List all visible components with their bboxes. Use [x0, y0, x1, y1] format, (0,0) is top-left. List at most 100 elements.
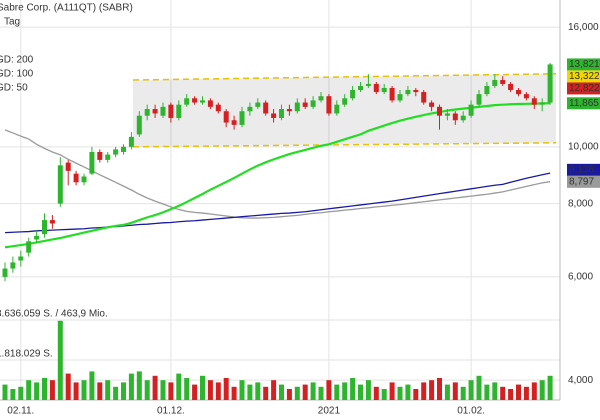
volume-bar — [152, 375, 158, 400]
chart-subtitle: Tag — [4, 17, 20, 28]
candle-body — [73, 173, 79, 183]
volume-bar — [444, 384, 450, 400]
candle-body — [531, 98, 537, 105]
candle-body — [81, 176, 87, 183]
candle-body — [397, 94, 403, 101]
candle-body — [468, 104, 474, 116]
price-label: 8,797 — [569, 176, 594, 187]
candle-body — [500, 80, 506, 84]
x-tick-label: 01.02. — [457, 406, 485, 417]
volume-bar — [516, 384, 521, 400]
candle-body — [192, 98, 198, 103]
volume-bar — [255, 382, 261, 400]
candle-body — [279, 109, 284, 118]
volume-bar — [429, 380, 435, 400]
x-tick-label: 2021 — [318, 406, 341, 417]
y-tick-label: 8,000 — [568, 198, 593, 209]
volume-bar — [358, 384, 363, 400]
volume-bar — [405, 384, 411, 400]
volume-bar — [271, 380, 277, 400]
volume-bar — [168, 382, 174, 400]
volume-bar — [144, 380, 150, 400]
candle-body — [255, 102, 261, 107]
price-label: 13,821 — [569, 59, 600, 70]
volume-bar — [421, 382, 427, 400]
volume-bar — [531, 382, 537, 400]
volume-bar — [350, 377, 356, 400]
price-label: 12,822 — [569, 83, 600, 94]
volume-tick-label: 3.636.059 S. / 463,9 Mio. — [0, 309, 108, 320]
volume-bar — [279, 384, 284, 400]
volume-bar — [57, 320, 63, 400]
volume-bar — [200, 375, 205, 400]
candle-body — [271, 113, 277, 118]
volume-bar — [105, 380, 111, 400]
candle-body — [484, 85, 490, 95]
price-label: 11,865 — [569, 98, 599, 109]
volume-bar — [476, 375, 482, 400]
candle-body — [523, 94, 529, 99]
volume-bar — [34, 382, 40, 400]
moving-average-line — [4, 172, 551, 234]
volume-bar — [547, 375, 553, 400]
candle-body — [452, 113, 458, 121]
volume-bar — [460, 386, 466, 400]
volume-bar — [49, 380, 55, 400]
volume-bar — [73, 382, 79, 400]
volume-bar — [468, 380, 474, 400]
candle-body — [26, 241, 32, 253]
volume-bar — [121, 382, 126, 400]
price-label: 9,136 — [569, 164, 594, 175]
volume-bar — [113, 386, 119, 400]
candle-body — [160, 106, 166, 116]
volume-bar — [136, 371, 142, 400]
candle-body — [223, 111, 229, 123]
volume-bar — [176, 373, 182, 400]
candle-body — [2, 268, 8, 277]
legend-entry: GD: 200 — [0, 55, 34, 66]
candle-body — [389, 87, 395, 101]
chart-title: Sabre Corp. (A111QT) (SABR) — [0, 3, 133, 14]
price-label-box — [567, 163, 600, 176]
candle-body — [34, 235, 40, 240]
volume-bar — [18, 386, 24, 400]
volume-bar — [65, 373, 71, 400]
moving-average-line — [4, 102, 551, 249]
moving-average-line — [4, 129, 551, 219]
volume-bar — [373, 386, 379, 400]
candle-body — [231, 120, 237, 125]
candle-body — [18, 256, 24, 261]
candle-body — [294, 102, 300, 112]
candle-body — [358, 85, 363, 91]
candle-body — [492, 80, 498, 86]
candle-body — [200, 100, 205, 103]
candle-body — [508, 83, 514, 91]
volume-bar — [389, 382, 395, 400]
candle-body — [184, 98, 190, 105]
volume-bar — [247, 384, 253, 400]
candle-body — [57, 165, 63, 204]
volume-bar — [318, 386, 324, 400]
volume-bar — [500, 386, 506, 400]
volume-bar — [215, 382, 221, 400]
candle-body — [239, 111, 245, 125]
candle-body — [318, 96, 324, 101]
legend-entry: GD: 50 — [0, 83, 28, 94]
candle-body — [460, 115, 466, 121]
candle-body — [342, 98, 348, 105]
volume-bar — [365, 380, 371, 400]
price-label-box — [567, 82, 600, 95]
candle-body — [128, 136, 134, 147]
candle-body — [113, 149, 119, 155]
volume-bar — [413, 388, 419, 400]
candle-body — [65, 162, 71, 171]
price-label-box — [567, 175, 600, 188]
volume-bar — [310, 382, 316, 400]
candle-body — [49, 220, 55, 224]
candle-body — [152, 109, 158, 114]
candle-body — [516, 90, 521, 95]
price-label-box — [567, 97, 600, 110]
volume-bar — [508, 388, 514, 400]
